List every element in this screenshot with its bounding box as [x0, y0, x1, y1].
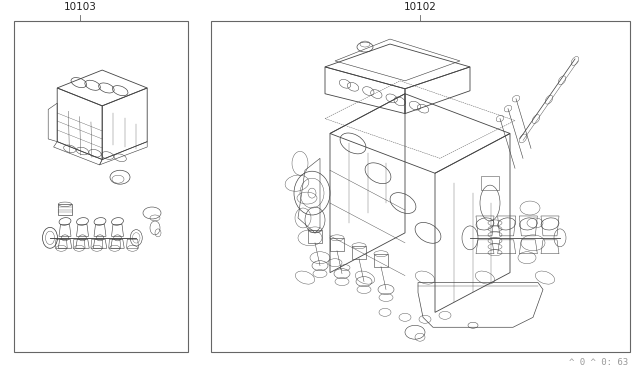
Text: 10102: 10102: [404, 2, 436, 12]
Bar: [14, 21, 188, 352]
Bar: [211, 21, 630, 352]
Text: 10103: 10103: [63, 2, 97, 12]
Text: ^ 0 ^ 0: 63: ^ 0 ^ 0: 63: [569, 358, 628, 367]
